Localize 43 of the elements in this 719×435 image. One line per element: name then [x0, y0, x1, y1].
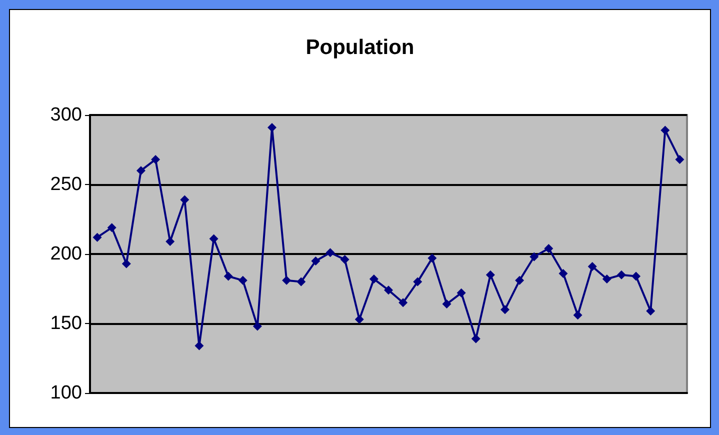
point [471, 334, 480, 344]
point [486, 270, 495, 280]
point [384, 286, 393, 295]
point [252, 322, 262, 331]
point [209, 234, 218, 244]
point [354, 314, 364, 324]
point [369, 274, 378, 284]
point [224, 272, 233, 281]
point [500, 305, 510, 314]
point [311, 256, 320, 266]
point [398, 298, 408, 308]
point [530, 252, 539, 262]
point [456, 288, 466, 298]
point [92, 232, 102, 242]
point [428, 254, 437, 263]
point [660, 126, 670, 135]
point [296, 277, 306, 286]
point [602, 274, 612, 284]
point [558, 268, 568, 278]
point [238, 276, 248, 285]
point [340, 255, 350, 264]
point [675, 154, 684, 164]
point [166, 236, 175, 246]
point [107, 223, 116, 232]
point [282, 276, 292, 285]
y-tick-label: 300 [50, 104, 82, 126]
point [122, 259, 131, 268]
point [326, 248, 335, 258]
point [588, 262, 597, 272]
point [632, 272, 641, 281]
point [515, 276, 524, 285]
point [573, 310, 582, 320]
point [616, 270, 626, 280]
y-tick-label: 100 [50, 382, 82, 404]
point [442, 300, 452, 309]
point [136, 166, 146, 176]
y-tick-label: 200 [50, 244, 82, 264]
y-tick-label: 250 [50, 174, 82, 195]
point [544, 244, 554, 253]
y-tick-label: 150 [50, 313, 82, 334]
point [413, 277, 422, 286]
point [151, 154, 160, 164]
chart-title: Population [306, 36, 414, 59]
